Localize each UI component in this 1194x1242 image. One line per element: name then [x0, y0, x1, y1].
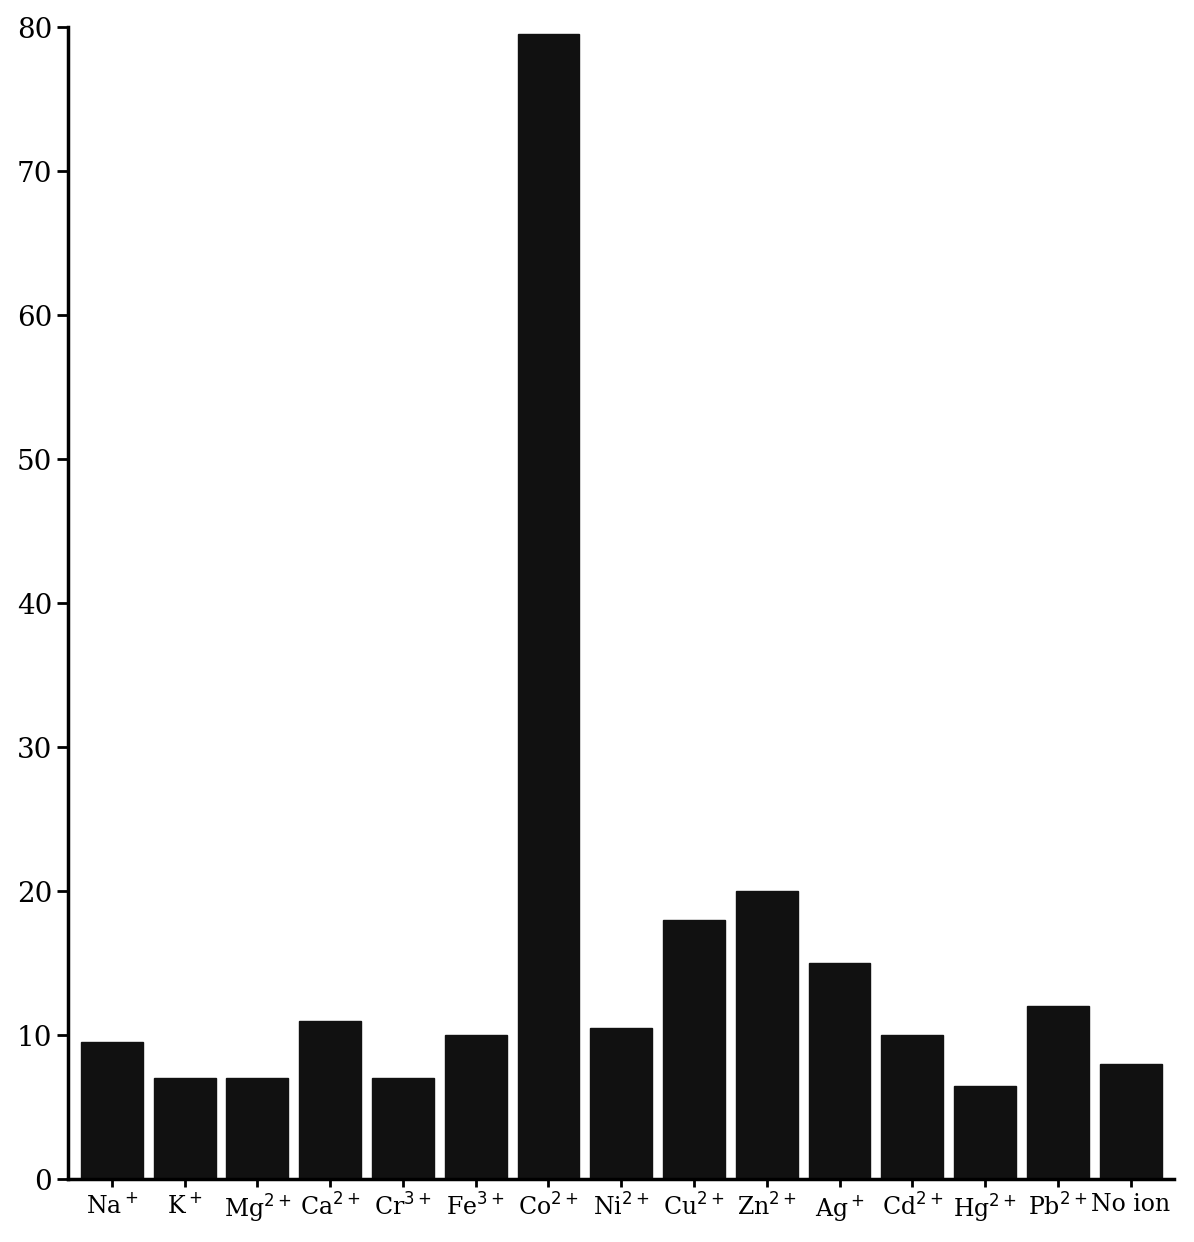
Bar [227, 1078, 288, 1179]
Bar [736, 892, 798, 1179]
Bar [81, 1042, 143, 1179]
Bar [1027, 1006, 1089, 1179]
Bar [590, 1028, 652, 1179]
Bar [517, 35, 579, 1179]
Bar [373, 1078, 433, 1179]
Bar [300, 1021, 361, 1179]
Bar [1100, 1064, 1162, 1179]
Bar [808, 964, 870, 1179]
Bar [444, 1036, 506, 1179]
Bar [663, 920, 725, 1179]
Bar [881, 1036, 943, 1179]
Bar [954, 1086, 1016, 1179]
Bar [154, 1078, 215, 1179]
